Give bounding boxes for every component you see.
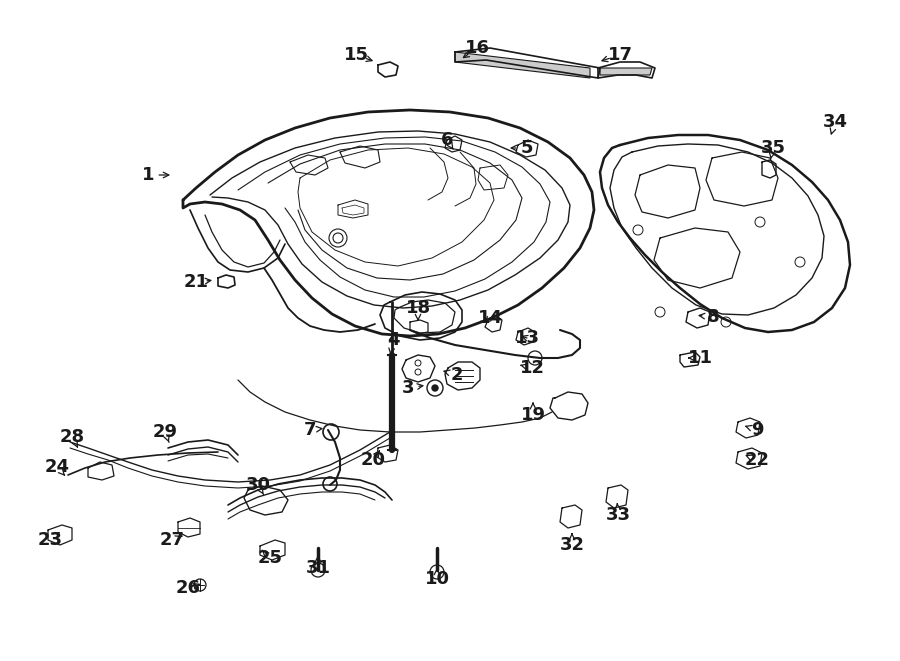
Text: 8: 8 [706, 308, 719, 326]
Text: 5: 5 [521, 139, 533, 157]
Text: 1: 1 [142, 166, 154, 184]
Text: 24: 24 [44, 458, 69, 476]
Text: 29: 29 [152, 423, 177, 441]
Text: 23: 23 [38, 531, 62, 549]
Text: 4: 4 [387, 331, 400, 349]
Text: 6: 6 [441, 131, 454, 149]
Text: 32: 32 [560, 536, 584, 554]
Text: 20: 20 [361, 451, 385, 469]
Polygon shape [600, 68, 652, 75]
Text: 22: 22 [744, 451, 770, 469]
Text: 21: 21 [184, 273, 209, 291]
Text: 7: 7 [304, 421, 316, 439]
Text: 31: 31 [305, 559, 330, 577]
Text: 18: 18 [405, 299, 430, 317]
Text: 12: 12 [519, 359, 544, 377]
Circle shape [432, 385, 438, 391]
Text: 28: 28 [59, 428, 85, 446]
Text: 19: 19 [520, 406, 545, 424]
Text: 33: 33 [606, 506, 631, 524]
Text: 25: 25 [257, 549, 283, 567]
Text: 17: 17 [608, 46, 633, 64]
Text: 2: 2 [451, 366, 464, 384]
Text: 26: 26 [176, 579, 201, 597]
Text: 16: 16 [464, 39, 490, 57]
Text: 14: 14 [478, 309, 502, 327]
Text: 9: 9 [751, 421, 763, 439]
Text: 30: 30 [246, 476, 271, 494]
Text: 11: 11 [688, 349, 713, 367]
Text: 10: 10 [425, 570, 449, 588]
Text: 27: 27 [159, 531, 184, 549]
Text: 13: 13 [515, 329, 539, 347]
Polygon shape [455, 52, 590, 78]
Text: 15: 15 [344, 46, 368, 64]
Text: 3: 3 [401, 379, 414, 397]
Text: 35: 35 [760, 139, 786, 157]
Text: 34: 34 [823, 113, 848, 131]
